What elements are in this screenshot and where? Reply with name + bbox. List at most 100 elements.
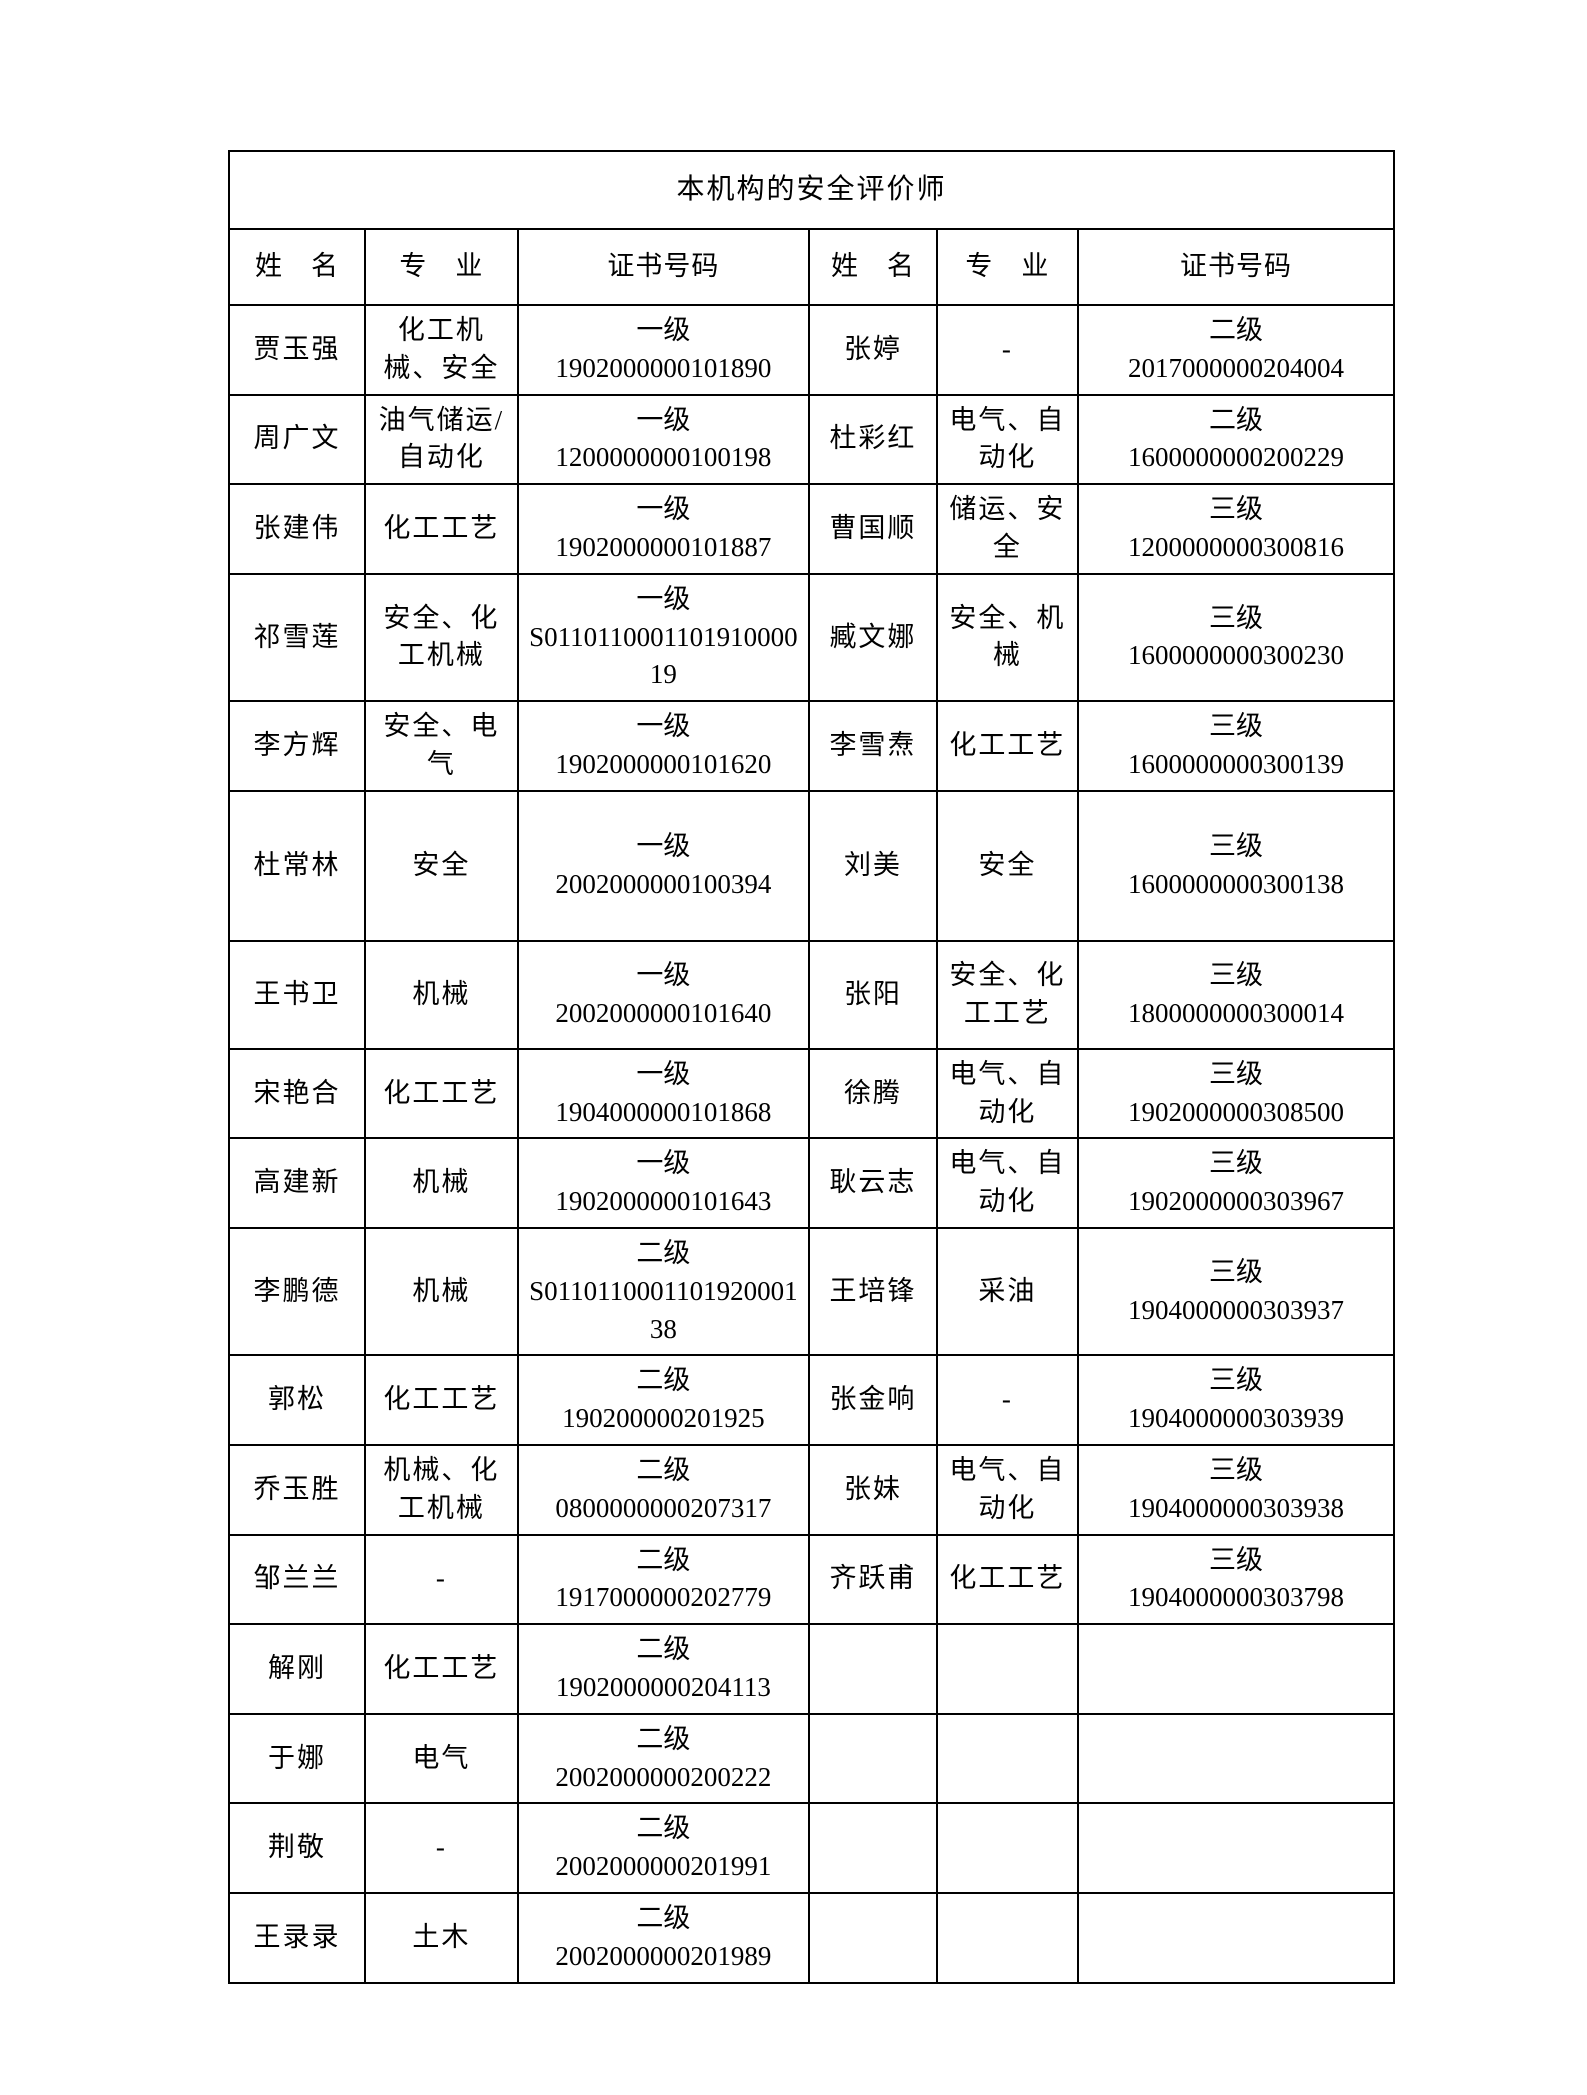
person-name: 乔玉胜 (253, 1473, 341, 1504)
certificate-cell-left: 一级 1902000000101620 (516, 700, 810, 792)
certificate-cell-right (1076, 1802, 1396, 1894)
name-cell-left: 李方辉 (228, 700, 366, 792)
name-cell-left: 解刚 (228, 1623, 366, 1715)
specialty-cell-right: - (935, 304, 1079, 396)
specialty-cell-left: 机械、化工机械 (363, 1443, 519, 1536)
certificate-level: 一级 (636, 315, 691, 345)
specialty-cell-left: 化工工艺 (363, 483, 519, 575)
person-name: 周广文 (253, 423, 341, 454)
certificate-level: 三级 (1208, 711, 1263, 742)
certificate-level: 三级 (1208, 1544, 1263, 1575)
person-name: 高建新 (253, 1167, 341, 1198)
person-name: 李雪焘 (829, 730, 917, 761)
person-name: 贾玉强 (253, 333, 341, 364)
person-name: 邹兰兰 (253, 1563, 341, 1594)
certificate-cell-left: 二级 190200000201925 (516, 1354, 810, 1446)
certificate-cell-left: 二级 2002000000200222 (516, 1712, 810, 1805)
certificate-number: 2002000000201991 (555, 1851, 772, 1882)
specialty: 化工机械、安全 (383, 315, 500, 383)
certificate-level: 二级 (636, 1634, 691, 1665)
certificate-number: 0800000000207317 (555, 1492, 772, 1523)
person-name: 李方辉 (253, 730, 341, 761)
name-cell-left: 张建伟 (228, 483, 366, 575)
specialty: 电气、自动化 (949, 1148, 1066, 1217)
column-header-name-right: 姓 名 (807, 228, 938, 306)
certificate-number: 1902000000101887 (555, 531, 772, 562)
column-header-name-left: 姓 名 (228, 228, 366, 306)
specialty: 化工工艺 (383, 1653, 500, 1684)
person-name: 齐跃甫 (829, 1563, 917, 1594)
certificate-number: 2002000000201989 (555, 1940, 772, 1971)
name-cell-right: 张金响 (807, 1354, 938, 1446)
certificate-number: 2017000000204004 (1127, 352, 1344, 383)
certificate-cell-right: 三级 1904000000303798 (1076, 1533, 1396, 1626)
table-row: 贾玉强 化工机械、安全 一级 1902000000101890 张婷 - 二级 … (228, 304, 1396, 396)
table-row: 周广文 油气储运/自动化 一级 1200000000100198 杜彩红 电气、… (228, 393, 1396, 486)
certificate-level: 一级 (636, 494, 691, 525)
table-row: 荆敬 - 二级 2002000000201991 (228, 1802, 1396, 1894)
name-cell-left: 宋艳合 (228, 1047, 366, 1140)
evaluators-table: 本机构的安全评价师 姓 名 专 业 证书号码 姓 名 专 业 证书号码 贾玉强 … (228, 150, 1396, 1984)
certificate-number: 1902000000303967 (1127, 1186, 1344, 1217)
person-name: 曹国顺 (829, 513, 917, 544)
certificate-number: 1600000000200229 (1127, 442, 1344, 473)
table-row: 高建新 机械 一级 1902000000101643 耿云志 电气、自动化 三级… (228, 1137, 1396, 1229)
table-row: 王录录 土木 二级 2002000000201989 (228, 1891, 1396, 1984)
specialty-cell-left: 化工工艺 (363, 1623, 519, 1715)
specialty-cell-right: 电气、自动化 (935, 1047, 1079, 1140)
certificate-cell-right (1076, 1623, 1396, 1715)
certificate-level: 一级 (636, 583, 691, 614)
certificate-cell-right: 三级 1904000000303937 (1076, 1226, 1396, 1357)
certificate-cell-right: 三级 1904000000303938 (1076, 1443, 1396, 1536)
certificate-number: 1600000000300230 (1127, 640, 1344, 671)
certificate-number: 1902000000204113 (555, 1671, 771, 1702)
name-cell-right (807, 1623, 938, 1715)
certificate-level: 一级 (636, 959, 691, 990)
specialty: 化工工艺 (949, 730, 1066, 761)
name-cell-left: 王录录 (228, 1891, 366, 1984)
certificate-cell-left: 二级 1902000000204113 (516, 1623, 810, 1715)
name-cell-right (807, 1802, 938, 1894)
person-name: 王录录 (253, 1921, 341, 1952)
person-name: 于娜 (267, 1742, 326, 1773)
person-name: 宋艳合 (253, 1077, 341, 1108)
table-header-row: 姓 名 专 业 证书号码 姓 名 专 业 证书号码 (228, 228, 1396, 306)
certificate-cell-left: 二级 S011011000110192000138 (516, 1226, 810, 1357)
certificate-number: 1917000000202779 (555, 1582, 772, 1613)
certificate-level: 二级 (636, 1902, 691, 1933)
certificate-cell-left: 二级 1917000000202779 (516, 1533, 810, 1626)
specialty-cell-left: 化工工艺 (363, 1354, 519, 1446)
specialty-cell-right: 电气、自动化 (935, 393, 1079, 486)
certificate-cell-left: 一级 1200000000100198 (516, 393, 810, 486)
certificate-level: 二级 (1208, 315, 1263, 345)
specialty: 采油 (978, 1275, 1037, 1306)
certificate-level: 二级 (636, 1723, 691, 1754)
certificate-number: 1904000000303937 (1127, 1294, 1344, 1325)
column-header-certificate-left: 证书号码 (516, 228, 810, 306)
specialty-cell-left: 机械 (363, 939, 519, 1050)
certificate-number: 1902000000101890 (555, 352, 772, 383)
certificate-level: 二级 (636, 1365, 691, 1396)
name-cell-right (807, 1712, 938, 1805)
person-name: 祁雪莲 (253, 621, 341, 652)
certificate-cell-right: 三级 1800000000300014 (1076, 939, 1396, 1050)
specialty: 安全、机械 (949, 602, 1066, 671)
name-cell-right: 耿云志 (807, 1137, 938, 1229)
certificate-number: 2002000000100394 (555, 868, 772, 899)
person-name: 臧文娜 (829, 621, 917, 652)
table-title-row: 本机构的安全评价师 (228, 150, 1395, 230)
table-row: 解刚 化工工艺 二级 1902000000204113 (228, 1623, 1396, 1715)
column-header-specialty-right: 专 业 (935, 228, 1079, 306)
specialty-cell-right: - (935, 1354, 1079, 1446)
specialty-cell-right: 化工工艺 (935, 700, 1079, 792)
table-row: 杜常林 安全 一级 2002000000100394 刘美 安全 三级 1600… (228, 789, 1396, 942)
certificate-number: 1904000000303939 (1127, 1403, 1344, 1434)
specialty-cell-left: 油气储运/自动化 (363, 393, 519, 486)
specialty-cell-right: 安全 (935, 789, 1079, 942)
person-name: 刘美 (843, 849, 902, 880)
certificate-level: 三级 (1208, 1454, 1263, 1485)
certificate-cell-left: 二级 2002000000201989 (516, 1891, 810, 1984)
person-name: 张妹 (843, 1473, 902, 1504)
certificate-number: 1904000000303938 (1127, 1492, 1344, 1523)
person-name: 王书卫 (253, 978, 341, 1009)
